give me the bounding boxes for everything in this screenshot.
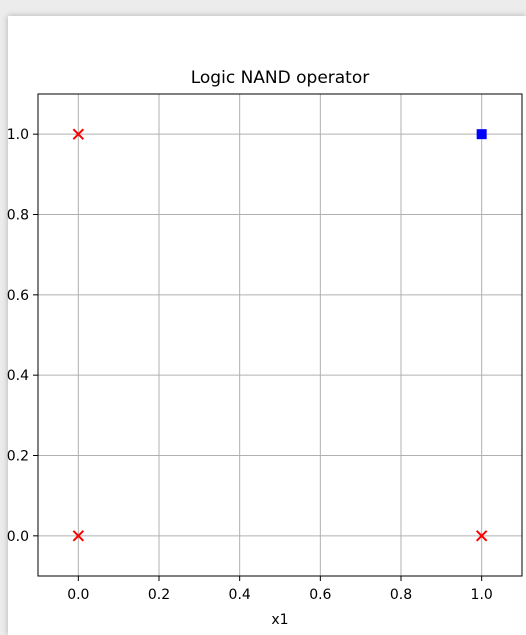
- point: [476, 129, 487, 140]
- y-tick-label: 0.8: [7, 208, 29, 224]
- x-tick-label: 0.0: [67, 587, 89, 603]
- x-tick-label: 0.8: [390, 587, 412, 603]
- plot-frame: [37, 93, 523, 577]
- x-tick-label: 1.0: [471, 587, 493, 603]
- y-tick-label: 0.0: [7, 529, 29, 545]
- figure-window: [8, 16, 526, 635]
- chart-title: Logic NAND operator: [191, 68, 370, 88]
- y-tick-label: 1.0: [7, 127, 29, 143]
- point: [475, 530, 488, 542]
- y-tick-label: 0.2: [7, 449, 29, 465]
- y-tick-label: 0.4: [7, 368, 29, 384]
- x-axis-label: x1: [271, 612, 288, 628]
- x-tick-label: 0.6: [309, 587, 331, 603]
- point: [72, 530, 85, 542]
- y-tick-label: 0.6: [7, 288, 29, 304]
- point: [72, 128, 85, 140]
- x-tick-label: 0.4: [229, 587, 251, 603]
- x-tick-label: 0.2: [148, 587, 170, 603]
